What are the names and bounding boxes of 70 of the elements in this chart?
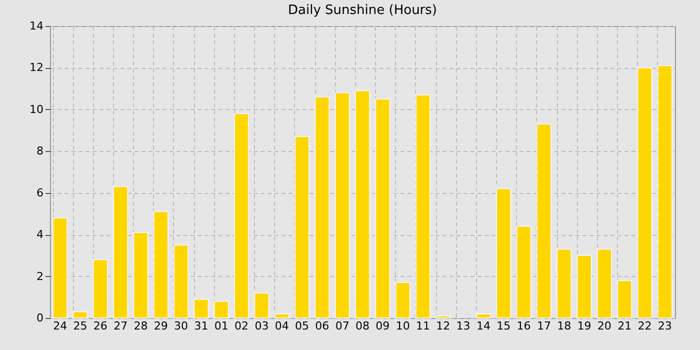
bar — [234, 113, 250, 318]
x-tick-label: 14 — [476, 320, 490, 332]
bar — [334, 92, 350, 318]
bar — [576, 254, 592, 318]
bar — [516, 226, 532, 318]
x-tick-label: 24 — [53, 320, 68, 332]
x-tick-label: 27 — [114, 320, 128, 332]
x-tick-label: 31 — [194, 320, 208, 332]
bar — [214, 300, 229, 318]
bar — [395, 282, 410, 318]
x-tick-label: 30 — [174, 320, 188, 332]
bar — [617, 280, 632, 318]
x-tick-label: 04 — [274, 320, 289, 332]
bar — [72, 311, 88, 318]
bar — [92, 259, 108, 318]
x-tick-label: 28 — [134, 320, 148, 332]
bar — [637, 67, 652, 318]
bar — [375, 98, 390, 318]
bar — [113, 186, 128, 318]
x-tick-label: 02 — [234, 320, 249, 332]
x-tick-label: 25 — [73, 320, 88, 332]
x-tick-label: 18 — [557, 320, 572, 332]
x-tick-label: 08 — [356, 320, 370, 332]
bar — [153, 211, 168, 318]
bar — [436, 315, 451, 318]
y-tick-label: 8 — [36, 144, 44, 158]
bar — [657, 65, 672, 318]
x-tick-label: 16 — [516, 320, 531, 332]
x-tick-label: 11 — [416, 320, 430, 332]
x-tick-label: 10 — [396, 320, 410, 332]
x-tick-label: 17 — [536, 320, 551, 332]
chart-title: Daily Sunshine (Hours) — [288, 3, 437, 18]
bar — [536, 124, 552, 318]
x-tick-label: 13 — [456, 320, 470, 332]
x-tick-label: 19 — [577, 320, 592, 332]
bar — [415, 94, 431, 318]
x-tick-label: 05 — [295, 320, 310, 332]
x-tick-label: 22 — [638, 320, 652, 332]
bar — [476, 313, 492, 318]
bar — [294, 136, 310, 318]
x-tick-label: 23 — [658, 320, 672, 332]
bar — [52, 217, 68, 318]
x-tick-label: 26 — [93, 320, 108, 332]
bar — [274, 313, 290, 318]
bar — [173, 244, 189, 318]
x-tick-label: 29 — [154, 320, 168, 332]
bar — [133, 232, 148, 318]
x-tick-label: 03 — [254, 320, 269, 332]
bar — [194, 298, 209, 318]
bar — [596, 248, 612, 318]
y-tick-label: 14 — [30, 20, 44, 32]
y-tick-label: 6 — [36, 186, 44, 200]
x-tick-label: 21 — [618, 320, 632, 332]
bar — [556, 248, 572, 318]
y-tick-label: 12 — [30, 61, 44, 74]
x-tick-label: 20 — [597, 320, 612, 332]
y-tick-label: 4 — [36, 228, 44, 242]
bar — [314, 96, 330, 318]
bar — [496, 188, 512, 318]
x-tick-label: 06 — [315, 320, 330, 332]
y-tick-label: 2 — [36, 270, 44, 283]
x-tick-label: 07 — [335, 320, 350, 332]
bar — [254, 292, 270, 318]
x-tick-label: 12 — [436, 320, 450, 332]
x-tick-label: 09 — [376, 320, 390, 332]
x-tick-label: 15 — [496, 320, 511, 332]
x-tick-label: 01 — [214, 320, 228, 332]
bar — [354, 90, 370, 318]
y-tick-label: 10 — [30, 102, 44, 116]
y-tick-label: 0 — [36, 312, 44, 324]
